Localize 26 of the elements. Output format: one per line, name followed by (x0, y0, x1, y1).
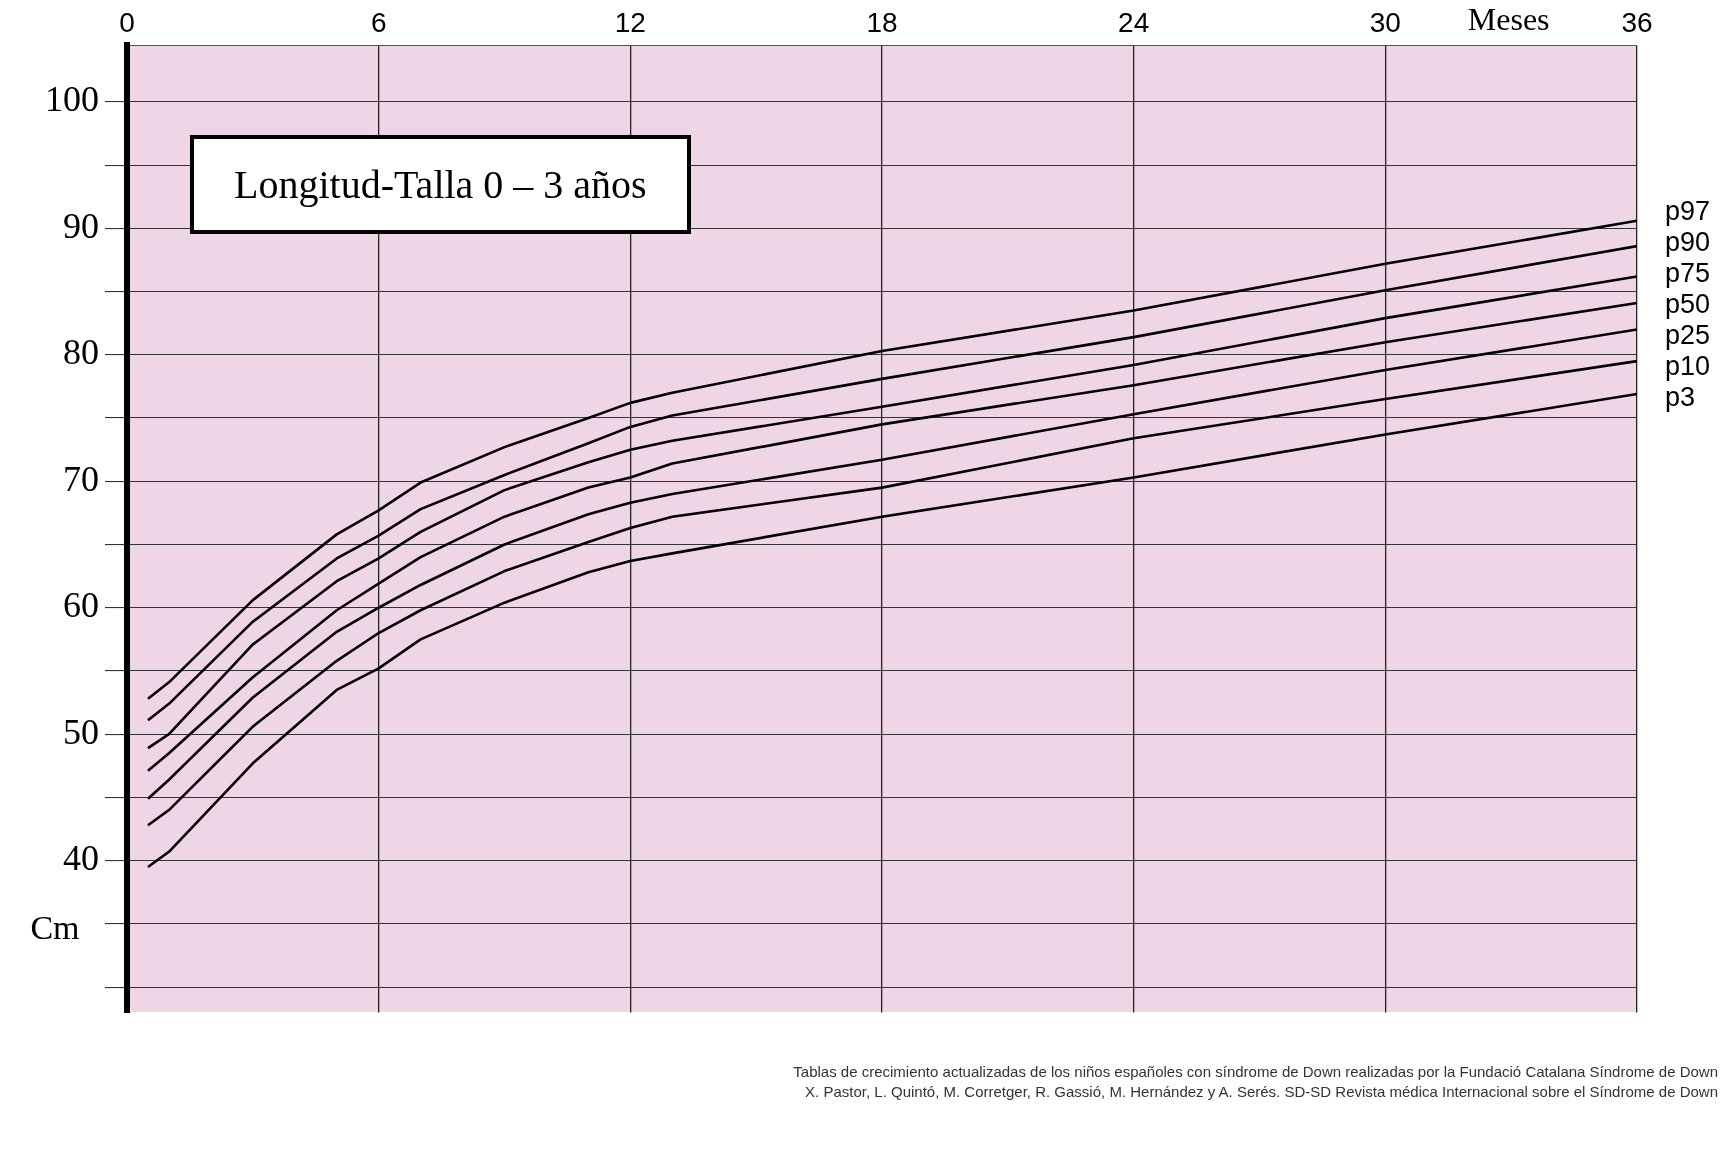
series-label: p90 (1665, 227, 1711, 258)
text: Longitud-Talla 0 – 3 años (190, 135, 691, 234)
series-label: p97 (1665, 196, 1711, 227)
y-tick-label: 50 (63, 711, 99, 752)
y-tick-label: 70 (63, 458, 99, 499)
text: Tablas de crecimiento actualizadas de los niños españoles con síndrome de Down realizadas por la Fundació Catalana Síndrome de Down (793, 1062, 1718, 1082)
y-tick-label: 80 (63, 332, 99, 373)
y-tick-label: 90 (63, 205, 99, 246)
x-tick-label: 18 (866, 6, 898, 38)
x-tick-label: 6 (370, 6, 387, 38)
x-tick-label: 36 (1621, 6, 1653, 38)
x-tick-label: 0 (119, 6, 135, 38)
x-tick-label: 12 (614, 6, 646, 38)
x-axis-title: Meses (1467, 1, 1550, 38)
y-axis-title: Cm (30, 909, 80, 947)
series-label: p10 (1665, 351, 1711, 382)
x-tick-label: 30 (1369, 6, 1401, 38)
y-tick-label: 40 (63, 838, 99, 879)
series-label: p3 (1665, 382, 1696, 413)
y-tick-label: 100 (45, 79, 99, 120)
series-label: p50 (1665, 289, 1711, 320)
series-label: p25 (1665, 320, 1711, 351)
series-label: p75 (1665, 258, 1711, 289)
text: X. Pastor, L. Quintó, M. Corretger, R. Gassió, M. Hernández y A. Serés. SD-SD Revista médica Internacional sobre el Síndrome de Down (804, 1082, 1718, 1102)
y-tick-label: 60 (63, 585, 99, 626)
x-tick-label: 24 (1118, 6, 1150, 38)
